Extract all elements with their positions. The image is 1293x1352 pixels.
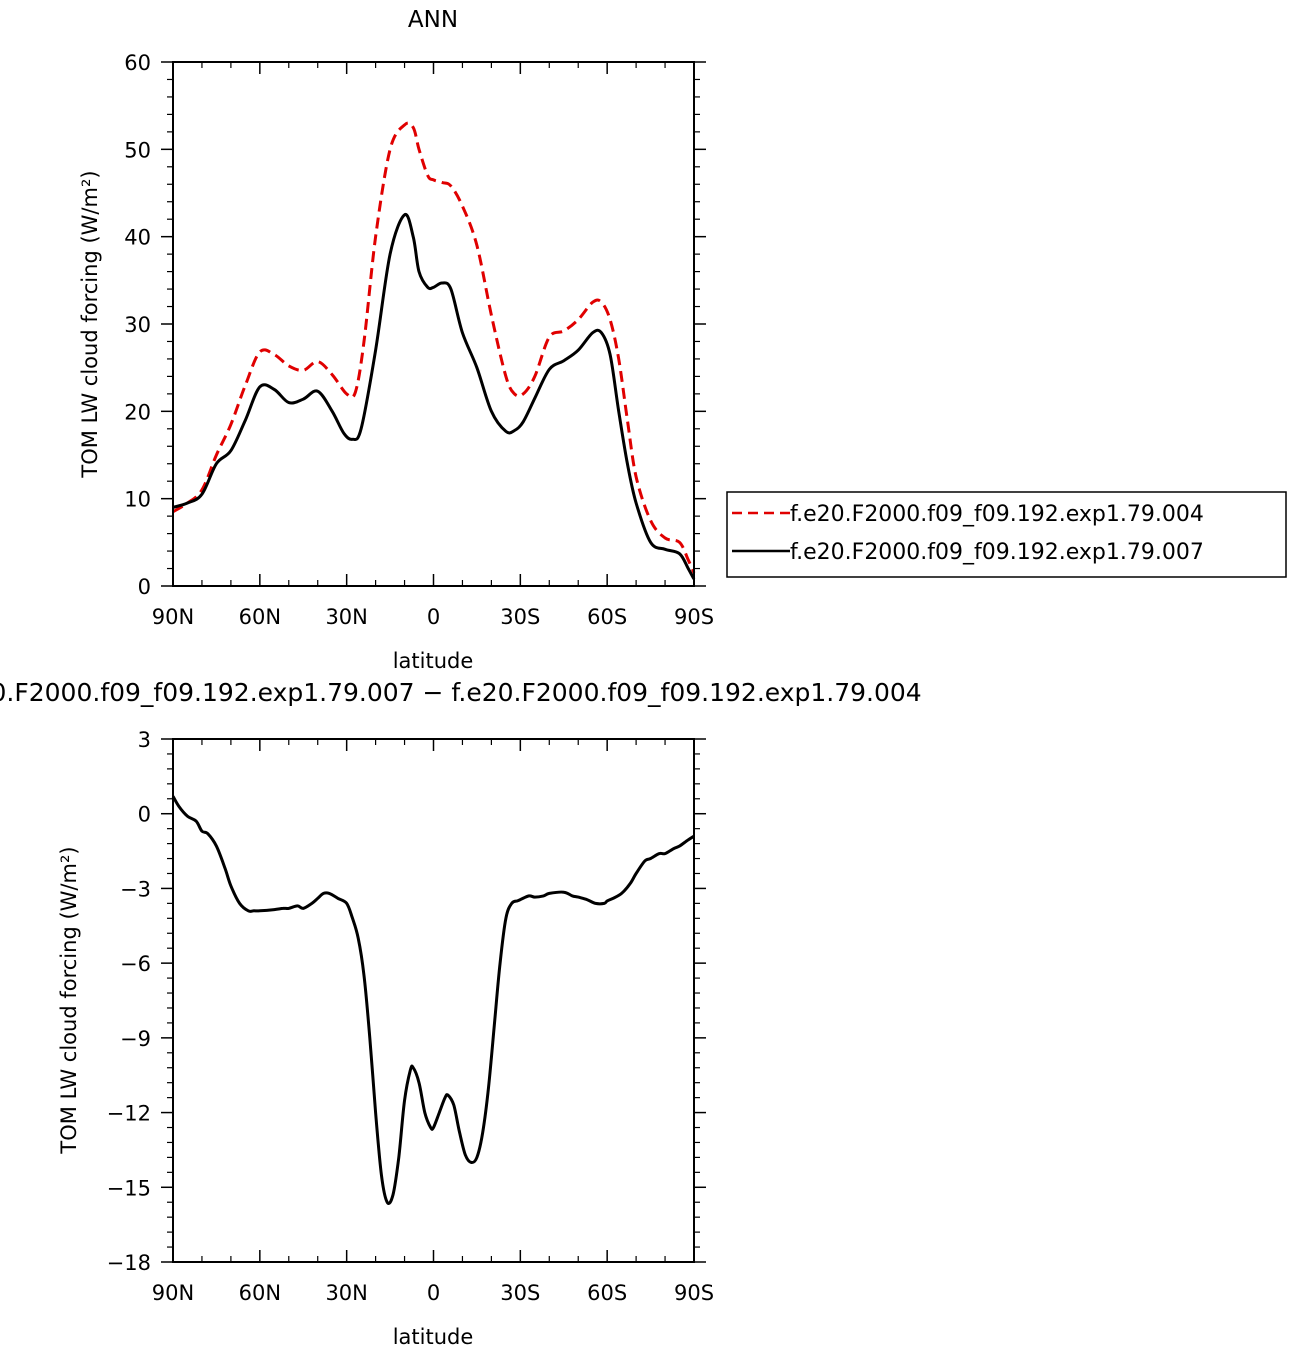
top-panel-ticks: 90N 60N 30N 0 30S 60S 90S 0 10 20 30 40 50 60	[124, 51, 714, 629]
bottom-panel-series	[171, 795, 695, 1205]
top-panel-series	[172, 121, 696, 580]
x-tick-label: 90S	[674, 1281, 714, 1305]
y-tick-label: −9	[120, 1027, 151, 1051]
x-tick-label: 90N	[152, 1281, 194, 1305]
top-panel-xlabel: latitude	[393, 649, 474, 673]
bottom-panel-ylabel: TOM LW cloud forcing (W/m²)	[57, 846, 81, 1154]
legend: f.e20.F2000.f09_f09.192.exp1.79.004 f.e2…	[726, 491, 1287, 578]
y-tick-label: −15	[107, 1176, 151, 1200]
y-tick-label: 20	[124, 400, 151, 424]
bottom-panel-title: f.e20.F2000.f09_f09.192.exp1.79.007 − f.…	[0, 678, 922, 707]
y-tick-label: 50	[124, 138, 151, 162]
x-tick-label: 60N	[239, 1281, 281, 1305]
x-tick-label: 30S	[500, 605, 540, 629]
x-tick-label: 90S	[674, 605, 714, 629]
y-tick-label: −18	[107, 1251, 151, 1275]
bottom-panel-ticks: 90N 60N 30N 0 30S 60S 90S −18 −15 −12 −9 −6 −3 0 3	[107, 728, 714, 1305]
x-tick-label: 60S	[587, 605, 627, 629]
y-tick-label: 10	[124, 488, 151, 512]
y-tick-label: 30	[124, 313, 151, 337]
bottom-panel-xlabel: latitude	[393, 1325, 474, 1349]
legend-box	[726, 491, 1287, 578]
series-line-1	[172, 121, 696, 574]
legend-label-series-2: f.e20.F2000.f09_f09.192.exp1.79.007	[790, 540, 1204, 565]
y-tick-label: −3	[120, 877, 151, 901]
x-tick-label: 60N	[239, 605, 281, 629]
top-panel-frame	[172, 61, 695, 587]
y-tick-label: −12	[107, 1102, 151, 1126]
y-tick-label: 40	[124, 226, 151, 250]
series-line-1	[171, 795, 695, 1205]
y-tick-label: 0	[138, 803, 151, 827]
y-tick-label: 60	[124, 51, 151, 75]
bottom-panel: f.e20.F2000.f09_f09.192.exp1.79.007 − f.…	[0, 678, 922, 1349]
y-tick-label: 0	[138, 575, 151, 599]
top-panel-ylabel: TOM LW cloud forcing (W/m²)	[78, 170, 102, 478]
top-panel-title: ANN	[408, 7, 458, 33]
x-tick-label: 60S	[587, 1281, 627, 1305]
x-tick-label: 30N	[325, 1281, 367, 1305]
x-tick-label: 0	[427, 1281, 440, 1305]
y-tick-label: 3	[138, 728, 151, 752]
bottom-panel-frame	[172, 738, 695, 1263]
series-line-2	[172, 213, 696, 580]
x-tick-label: 0	[427, 605, 440, 629]
x-tick-label: 30N	[325, 605, 367, 629]
top-panel: ANN 90N 60N 30N 0 30S 60S 90S 0 10 20 30 40 50 60 lat…	[78, 7, 714, 673]
x-tick-label: 30S	[500, 1281, 540, 1305]
x-tick-label: 90N	[152, 605, 194, 629]
y-tick-label: −6	[120, 952, 151, 976]
legend-label-series-1: f.e20.F2000.f09_f09.192.exp1.79.004	[790, 502, 1204, 527]
